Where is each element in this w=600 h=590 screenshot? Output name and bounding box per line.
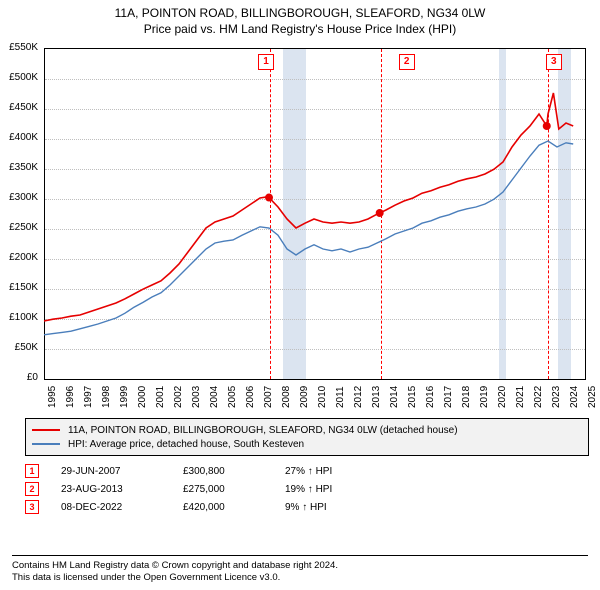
sales-marker-box: 3 bbox=[25, 500, 39, 514]
y-tick-label: £150K bbox=[0, 282, 38, 293]
legend-swatch bbox=[32, 443, 60, 445]
sales-date: 23-AUG-2013 bbox=[61, 484, 161, 495]
legend-box: 11A, POINTON ROAD, BILLINGBOROUGH, SLEAF… bbox=[25, 418, 589, 456]
sales-marker-box: 1 bbox=[25, 464, 39, 478]
footer-attribution: Contains HM Land Registry data © Crown c… bbox=[12, 555, 588, 584]
y-tick-label: £350K bbox=[0, 162, 38, 173]
y-tick-label: £250K bbox=[0, 222, 38, 233]
sales-date: 08-DEC-2022 bbox=[61, 502, 161, 513]
sales-price: £300,800 bbox=[183, 466, 263, 477]
sales-pct: 27% ↑ HPI bbox=[285, 466, 365, 477]
sales-table: 1 29-JUN-2007 £300,800 27% ↑ HPI 2 23-AUG-201… bbox=[25, 462, 585, 516]
legend-item: 11A, POINTON ROAD, BILLINGBOROUGH, SLEAF… bbox=[32, 423, 582, 437]
legend-label: HPI: Average price, detached house, Sout… bbox=[68, 439, 304, 450]
sales-marker-box: 2 bbox=[25, 482, 39, 496]
y-tick-label: £50K bbox=[0, 342, 38, 353]
footer-line-1: Contains HM Land Registry data © Crown c… bbox=[12, 560, 338, 571]
sales-row: 3 08-DEC-2022 £420,000 9% ↑ HPI bbox=[25, 498, 585, 516]
y-tick-label: £550K bbox=[0, 42, 38, 53]
legend-label: 11A, POINTON ROAD, BILLINGBOROUGH, SLEAF… bbox=[68, 425, 458, 436]
y-tick-label: £500K bbox=[0, 72, 38, 83]
y-tick-label: £100K bbox=[0, 312, 38, 323]
sales-row: 2 23-AUG-2013 £275,000 19% ↑ HPI bbox=[25, 480, 585, 498]
y-tick-label: £0 bbox=[0, 372, 38, 383]
event-marker-box: 3 bbox=[546, 54, 562, 70]
sales-date: 29-JUN-2007 bbox=[61, 466, 161, 477]
series-line bbox=[44, 93, 573, 321]
sales-price: £420,000 bbox=[183, 502, 263, 513]
event-dot bbox=[543, 122, 551, 130]
event-marker-box: 2 bbox=[399, 54, 415, 70]
y-tick-label: £450K bbox=[0, 102, 38, 113]
event-marker-box: 1 bbox=[258, 54, 274, 70]
event-dot bbox=[376, 209, 384, 217]
event-dot bbox=[265, 194, 273, 202]
chart-container: { "title_line1": "11A, POINTON ROAD, BIL… bbox=[0, 0, 600, 590]
y-tick-label: £300K bbox=[0, 192, 38, 203]
sales-row: 1 29-JUN-2007 £300,800 27% ↑ HPI bbox=[25, 462, 585, 480]
y-tick-label: £200K bbox=[0, 252, 38, 263]
footer-line-2: This data is licensed under the Open Gov… bbox=[12, 572, 280, 583]
sales-pct: 19% ↑ HPI bbox=[285, 484, 365, 495]
sales-pct: 9% ↑ HPI bbox=[285, 502, 365, 513]
legend-swatch bbox=[32, 429, 60, 431]
y-tick-label: £400K bbox=[0, 132, 38, 143]
x-tick-label: 2025 bbox=[587, 386, 600, 408]
sales-price: £275,000 bbox=[183, 484, 263, 495]
legend-item: HPI: Average price, detached house, Sout… bbox=[32, 437, 582, 451]
